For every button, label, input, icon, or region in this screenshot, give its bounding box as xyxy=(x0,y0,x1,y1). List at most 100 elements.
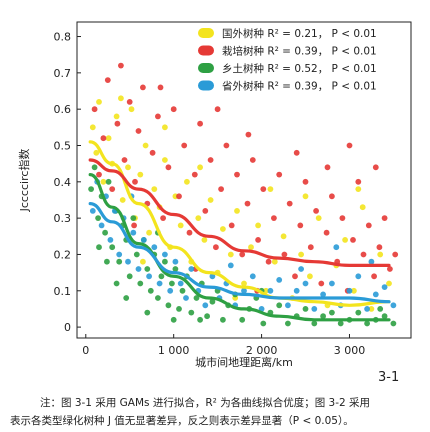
data-point xyxy=(263,287,269,294)
fit-curve xyxy=(88,158,391,267)
data-point xyxy=(109,244,116,251)
data-point xyxy=(360,251,367,258)
fit-curve xyxy=(88,140,391,307)
data-point xyxy=(260,320,267,327)
data-point xyxy=(107,237,114,243)
legend-label: 栽培树种 R² = 0.39， P < 0.01 xyxy=(222,45,377,58)
data-point xyxy=(390,302,397,309)
data-point xyxy=(130,229,137,236)
data-point xyxy=(381,284,388,290)
data-point xyxy=(276,302,283,309)
data-point xyxy=(207,197,214,203)
data-point xyxy=(105,178,112,185)
data-point xyxy=(286,200,293,207)
data-point xyxy=(140,84,146,91)
data-point xyxy=(149,149,156,156)
data-point xyxy=(267,287,274,294)
data-point xyxy=(126,273,133,280)
data-point xyxy=(100,178,107,185)
data-point xyxy=(104,77,111,83)
data-point xyxy=(151,244,158,251)
curves-layer xyxy=(88,140,391,322)
legend-swatch xyxy=(198,63,214,73)
data-point xyxy=(98,222,105,229)
data-point xyxy=(116,251,123,258)
data-point xyxy=(128,106,135,113)
data-point xyxy=(188,266,195,272)
x-tick-label: 0 xyxy=(82,344,89,357)
figure-label: 3-1 xyxy=(378,370,400,385)
data-point xyxy=(245,131,252,138)
data-point xyxy=(213,244,219,251)
x-tick-label: 1 000 xyxy=(158,344,190,357)
data-point xyxy=(137,280,144,287)
data-point xyxy=(169,280,175,287)
data-point xyxy=(125,164,131,171)
data-point xyxy=(355,186,362,193)
data-point xyxy=(157,84,164,91)
y-axis-label: Jccccirc指数 xyxy=(17,149,31,213)
data-point xyxy=(204,313,211,320)
data-point xyxy=(302,280,309,287)
data-point xyxy=(162,124,168,131)
data-point xyxy=(158,273,165,280)
data-point xyxy=(220,316,226,323)
data-point xyxy=(372,291,379,298)
y-tick-label: 0.7 xyxy=(54,67,72,80)
data-point xyxy=(276,171,283,178)
data-point xyxy=(239,251,246,258)
data-point xyxy=(271,258,278,265)
data-point xyxy=(255,222,261,229)
data-point xyxy=(118,95,124,102)
y-tick-label: 0.6 xyxy=(54,103,72,116)
data-point xyxy=(142,142,149,149)
data-point xyxy=(172,258,179,265)
data-point xyxy=(96,244,102,251)
data-point xyxy=(342,237,348,243)
data-point xyxy=(372,164,379,171)
data-point xyxy=(381,215,388,222)
y-tick-label: 0.3 xyxy=(54,212,72,225)
data-point xyxy=(165,302,172,309)
data-point xyxy=(135,128,142,134)
data-point xyxy=(280,233,287,240)
data-point xyxy=(188,309,195,316)
data-point xyxy=(285,302,291,309)
data-point xyxy=(201,237,208,243)
data-point xyxy=(248,244,254,251)
fit-curve xyxy=(88,173,391,322)
data-point xyxy=(126,99,133,105)
data-point xyxy=(346,142,353,149)
data-point xyxy=(390,320,397,327)
y-tick-label: 0.8 xyxy=(54,31,72,44)
data-point xyxy=(392,251,399,258)
data-point xyxy=(228,222,235,229)
fit-curve xyxy=(88,202,391,304)
data-point xyxy=(123,295,130,301)
data-point xyxy=(364,306,370,312)
data-point xyxy=(96,99,102,105)
data-point xyxy=(131,222,138,229)
data-point xyxy=(121,157,128,163)
axes-layer: 0 0.1 0.2 0.3 0.4 0.5 0.6 0.7 0.8 0 1 000 2 000 3 00… xyxy=(54,31,366,357)
data-point xyxy=(227,262,234,269)
data-point xyxy=(281,251,288,258)
data-point xyxy=(113,113,120,120)
data-point xyxy=(337,320,344,327)
data-point xyxy=(197,164,204,171)
data-point xyxy=(311,320,318,327)
data-point xyxy=(223,142,230,149)
data-point xyxy=(207,157,214,163)
data-point xyxy=(119,197,126,203)
caption-line-1: 注：图 3-1 采用 GAMs 进行拟合，R² 为各曲线拟合优度；图 3-2 采… xyxy=(40,397,371,409)
data-point xyxy=(186,229,193,236)
data-point xyxy=(355,309,362,316)
data-point xyxy=(116,258,123,265)
x-axis-label: 城市间地理距离/km xyxy=(195,355,293,369)
y-tick-label: 0.5 xyxy=(54,139,72,152)
data-point xyxy=(244,200,251,207)
legend-label: 省外树种 R² = 0.39， P < 0.01 xyxy=(222,80,377,93)
data-point xyxy=(146,229,153,236)
data-point xyxy=(165,164,172,171)
data-point xyxy=(109,186,116,193)
